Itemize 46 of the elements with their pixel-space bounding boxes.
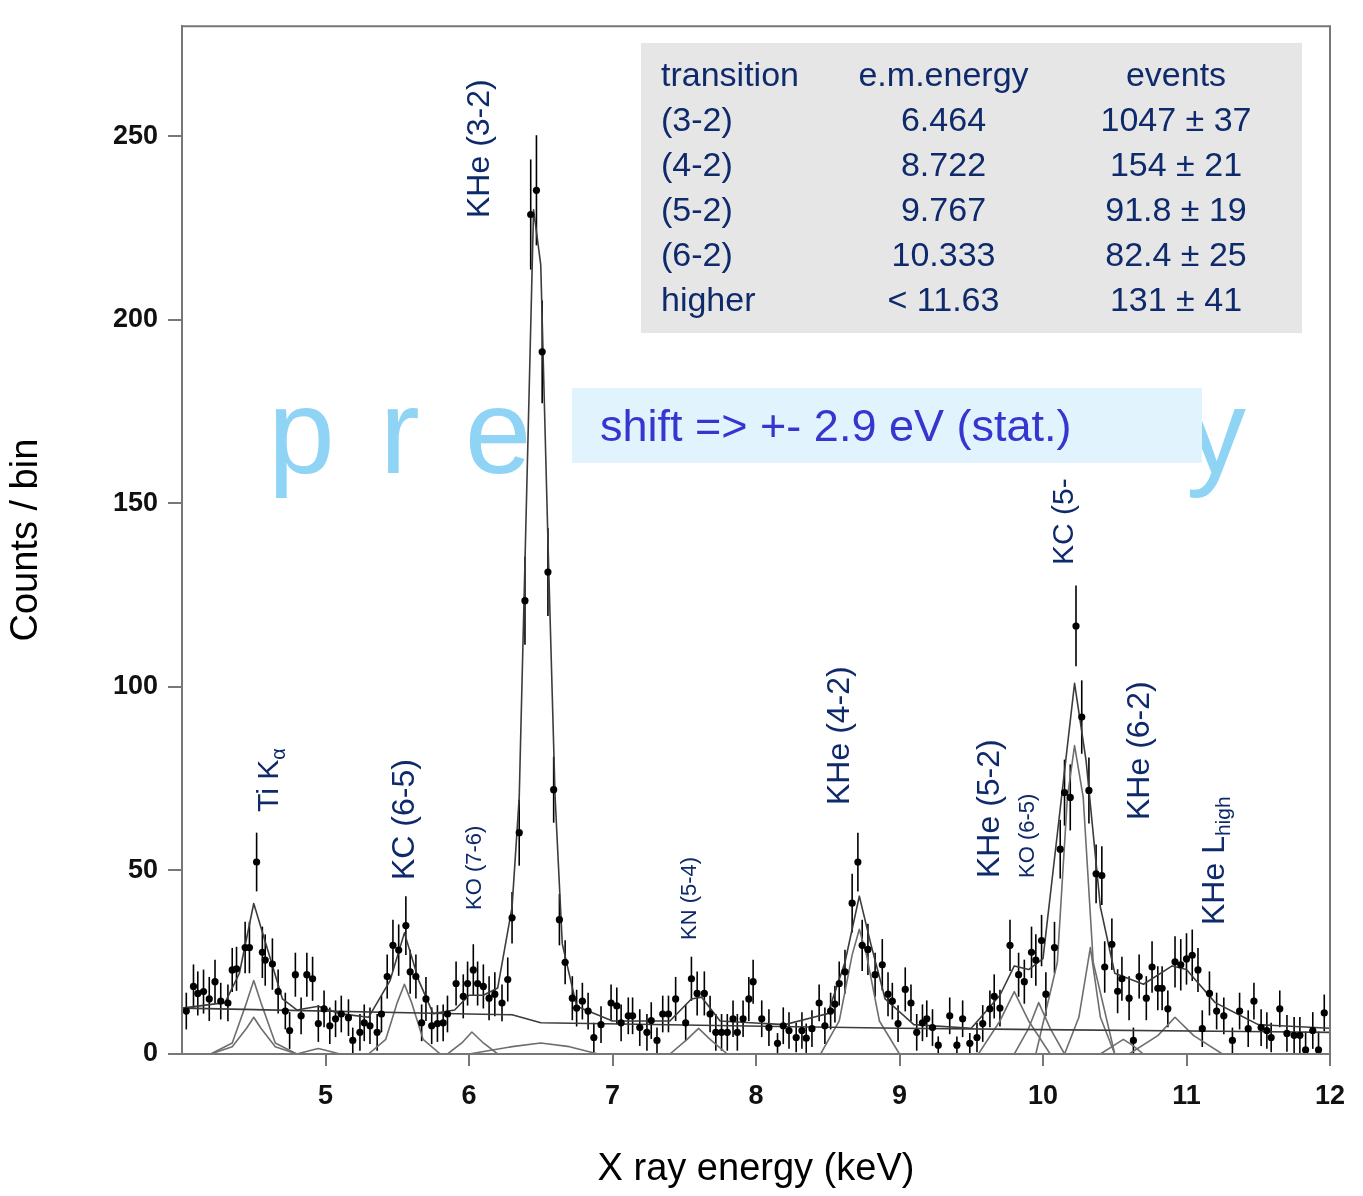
annotation: (4-2) bbox=[661, 145, 734, 185]
x-tick-label: 7 bbox=[604, 1079, 621, 1110]
annotation: 8.722 bbox=[899, 145, 988, 185]
y-tick-label: 150 bbox=[112, 486, 158, 517]
note-box: shift => +- 2.9 eV (stat.) bbox=[572, 388, 1202, 463]
annotation: KC (5- bbox=[1046, 478, 1080, 565]
annotation: 154 ± 21 bbox=[1108, 145, 1244, 185]
annotation: events bbox=[1124, 55, 1228, 95]
annotation: e.m.energy bbox=[857, 55, 1030, 95]
x-tick-label: 12 bbox=[1314, 1079, 1346, 1110]
annotation: KN (5-4) bbox=[676, 856, 702, 940]
annotation: 10.333 bbox=[890, 235, 997, 275]
annotation: 6.464 bbox=[899, 100, 988, 140]
annotation: (3-2) bbox=[661, 100, 734, 140]
annotation: transition bbox=[661, 55, 800, 95]
x-tick-label: 11 bbox=[1172, 1079, 1201, 1110]
x-tick-label: 5 bbox=[317, 1079, 334, 1110]
x-tick-label: 9 bbox=[891, 1079, 908, 1110]
annotation: 82.4 ± 25 bbox=[1104, 235, 1248, 275]
y-tick-label: 0 bbox=[142, 1037, 158, 1068]
x-tick-label: 8 bbox=[748, 1079, 764, 1110]
x-tick-label: 10 bbox=[1027, 1079, 1059, 1110]
x-axis-title: X ray energy (keV) bbox=[597, 1145, 915, 1188]
annotation: KO (6-5) bbox=[1014, 793, 1040, 878]
x-tick-label: 6 bbox=[461, 1079, 477, 1110]
y-axis-title: Counts / bin bbox=[3, 438, 46, 642]
annotation: KO (7-6) bbox=[461, 825, 487, 910]
annotation: < 11.63 bbox=[886, 280, 1001, 320]
annotation: KHe (4-2) bbox=[819, 666, 856, 805]
y-tick-label: 250 bbox=[112, 119, 158, 150]
y-tick-label: 50 bbox=[127, 853, 158, 884]
annotation: (6-2) bbox=[661, 235, 734, 275]
annotation: (5-2) bbox=[661, 190, 734, 230]
annotation: KC (6-5) bbox=[384, 759, 421, 880]
y-tick-label: 200 bbox=[112, 303, 158, 334]
annotation: KHe (3-2) bbox=[459, 79, 496, 218]
annotation: higher bbox=[661, 280, 757, 320]
annotation: 91.8 ± 19 bbox=[1104, 190, 1248, 230]
annotation: 9.767 bbox=[899, 190, 988, 230]
annotation: KHe Lhigh bbox=[1194, 796, 1235, 925]
y-tick-label: 100 bbox=[112, 670, 158, 701]
annotation: KHe (5-2) bbox=[969, 739, 1006, 878]
annotation: 131 ± 41 bbox=[1108, 280, 1244, 320]
annotation: 1047 ± 37 bbox=[1099, 100, 1253, 140]
annotation: Ti Kα bbox=[251, 748, 289, 812]
annotation: KHe (6-2) bbox=[1119, 681, 1156, 820]
